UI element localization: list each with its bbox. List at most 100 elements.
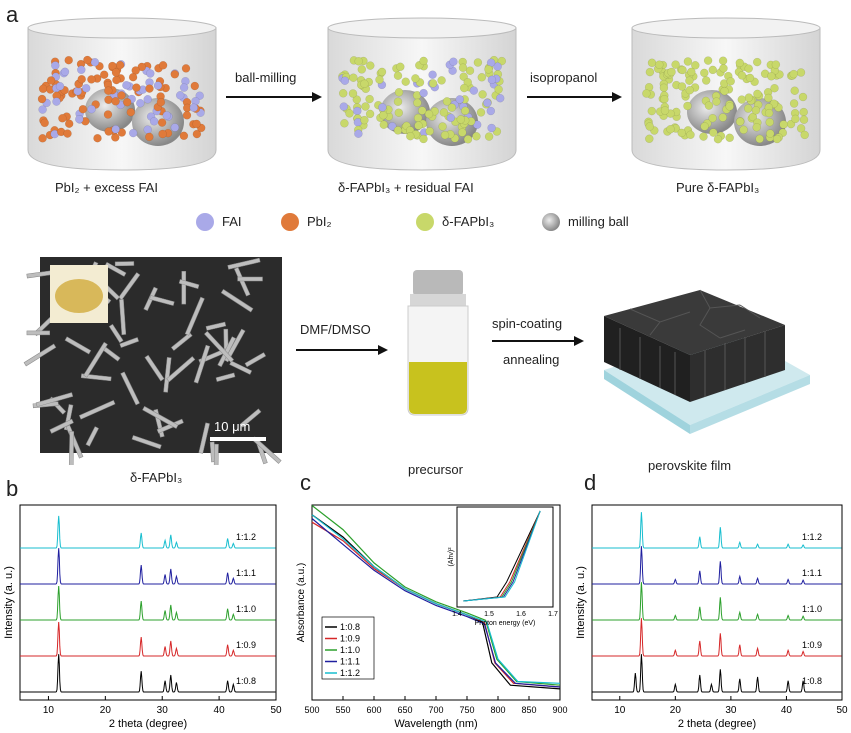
particle [796,68,806,77]
particle [37,94,47,104]
sem-rod [239,408,262,428]
particle [744,64,753,73]
scale-bar [210,437,266,441]
particle [465,66,475,75]
particle [718,56,728,65]
particle [153,81,163,90]
particle [671,60,680,69]
particle [428,79,438,88]
perovskite-film [604,289,810,434]
particle [709,128,718,137]
plot-frame [19,504,277,701]
particle [718,113,728,122]
y-axis-label: Intensity (a. u.) [575,566,587,639]
sem-rod [78,400,116,420]
series-line-1:1.1 [592,546,842,585]
particle [725,133,734,143]
series-label: 1:0.8 [236,676,256,686]
particle [458,128,467,137]
chart-c: 500 550 600 650 700 750 800 850 900 Wavelength (n… [296,504,568,730]
particle [52,97,61,106]
legend-ball-marker [542,213,560,231]
particle [440,130,450,140]
particle [735,117,745,126]
series-line-1:1.2 [20,515,276,549]
legend-label: 1:0.9 [340,634,360,644]
legend-ball-label: milling ball [568,214,629,229]
legend-fapbi3-label: δ-FAPbI₃ [442,214,495,229]
y-axis-label: Intensity (a. u.) [3,566,15,639]
particle [765,117,774,127]
particle [349,73,358,82]
sem-rod [64,336,92,355]
particle [469,86,479,95]
particle [413,98,422,108]
particle [146,69,155,78]
particle [745,73,755,83]
schematic-middle [23,257,810,465]
particle [111,97,120,106]
particle [645,67,655,77]
jar-2-particles [338,55,507,144]
particle [655,60,664,69]
particle [157,118,167,127]
film-caption: perovskite film [648,458,732,473]
particle [726,77,735,86]
particle [122,80,131,90]
sem-rod [205,321,227,331]
particle [439,108,449,117]
particle [685,76,694,85]
particle [375,75,384,84]
series-label: 1:0.9 [802,640,822,650]
particle [379,120,389,129]
particle [645,134,654,144]
x-tick-label: 10 [614,705,626,716]
particle [145,132,154,142]
particle [799,115,809,124]
particle [660,106,670,115]
particle [394,88,404,97]
particle [748,112,758,122]
particle [417,106,427,115]
particle [162,111,172,120]
particle [708,113,717,123]
particle [755,134,764,144]
scale-bar-label: 10 μm [214,419,251,434]
particle [704,101,714,110]
particle [55,82,65,91]
particle [145,84,154,93]
jar-1-caption: PbI₂ + excess FAI [55,180,158,195]
sem-rod [35,392,74,407]
particle [779,120,788,129]
x-tick-label: 10 [43,705,55,716]
jar-3-caption: Pure δ-FAPbI₃ [676,180,760,195]
particle [459,83,469,93]
series-label: 1:0.9 [236,640,256,650]
particle [64,119,74,128]
particle [170,70,180,79]
particle [132,83,141,92]
particle [737,95,747,104]
arrow-1-label: ball-milling [235,70,297,85]
particle [128,72,138,82]
particle [456,115,466,124]
particle [111,125,120,134]
inset-tick-label: 1.5 [484,611,494,618]
particle [419,88,428,98]
particle [677,128,686,138]
vial-caption: precursor [408,462,463,477]
sem-rod [178,279,200,289]
particle [425,126,434,136]
sem-rods [23,257,282,465]
schematic-top [27,17,821,231]
sem-rod [220,289,254,313]
arrow-dmf-dmso [296,345,388,355]
particle [477,73,487,82]
particle [77,65,86,75]
particle [73,86,82,96]
inset-tick-label: 1.4 [452,611,462,618]
x-axis-label: 2 theta (degree) [678,718,756,730]
particle [181,64,191,73]
particle [419,56,428,66]
particle [393,71,403,80]
